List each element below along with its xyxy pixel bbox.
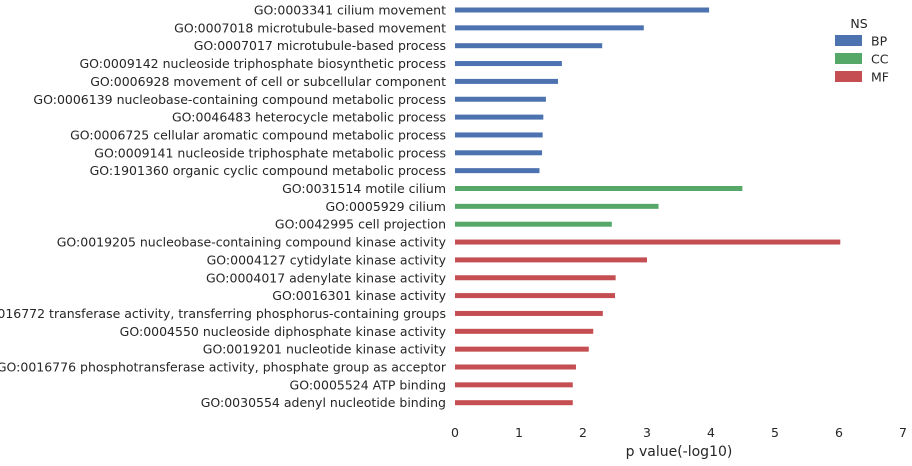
category-label: GO:0007018 microtubule-based movement [174, 20, 446, 35]
bar-cc [455, 186, 743, 191]
x-tick-label: 6 [835, 425, 843, 440]
legend-label-mf: MF [871, 70, 889, 85]
bar-bp [455, 78, 559, 84]
x-tick-label: 0 [451, 425, 459, 440]
bar-bp [455, 61, 562, 67]
category-label: GO:0007017 microtubule-based process [194, 38, 446, 53]
legend-swatch-mf [835, 71, 862, 82]
category-label: GO:0009142 nucleoside triphosphate biosy… [79, 56, 446, 71]
bar-cc [455, 203, 659, 209]
category-label: GO:0004550 nucleoside diphosphate kinase… [120, 324, 447, 339]
category-label: GO:0006725 cellular aromatic compound me… [70, 127, 446, 142]
x-tick-label: 7 [899, 425, 907, 440]
category-label: GO:0003341 cilium movement [254, 3, 446, 18]
x-tick-label: 2 [579, 425, 587, 440]
x-tick-label: 5 [771, 425, 779, 440]
bar-bp [455, 96, 546, 102]
bar-cc [455, 221, 612, 227]
x-tick-label: 1 [515, 425, 523, 440]
bar-bp [455, 168, 540, 174]
x-tick-label: 3 [643, 425, 651, 440]
category-label: GO:0016772 transferase activity, transfe… [0, 306, 446, 321]
bar-mf [455, 310, 603, 316]
bar-mf [455, 257, 647, 263]
category-label: GO:0019201 nucleotide kinase activity [203, 342, 447, 357]
bar-mf [455, 346, 589, 352]
x-axis: 0 1 2 3 4 5 6 7 [451, 425, 907, 440]
category-label: GO:0004127 cytidylate kinase activity [207, 252, 447, 267]
category-label: GO:0005524 ATP binding [290, 377, 446, 392]
legend-swatch-bp [835, 35, 862, 46]
bar-mf [455, 400, 573, 406]
legend-swatch-cc [835, 53, 862, 64]
bar-mf [455, 364, 576, 370]
category-label: GO:0030554 adenyl nucleotide binding [201, 395, 446, 410]
bar-bp [455, 150, 543, 156]
legend-title: NS [850, 16, 867, 31]
category-label: GO:0004017 adenylate kinase activity [206, 270, 447, 285]
category-label: GO:0016301 kinase activity [272, 288, 446, 303]
bar-mf [455, 275, 616, 281]
category-label: GO:0031514 motile cilium [282, 181, 446, 196]
x-axis-title: p value(-log10) [626, 444, 733, 460]
bar-mf [455, 328, 594, 334]
category-label: GO:1901360 organic cyclic compound metab… [90, 163, 446, 178]
bar-mf [455, 382, 573, 388]
category-label: GO:0019205 nucleobase-containing compoun… [57, 235, 447, 250]
bar-bp [455, 43, 603, 49]
category-label: GO:0006139 nucleobase-containing compoun… [33, 92, 446, 107]
bar-mf [455, 239, 841, 245]
bar-bp [455, 25, 644, 31]
bar-mf [455, 293, 615, 299]
category-label: GO:0006928 movement of cell or subcellul… [90, 74, 446, 89]
legend: NS BP CC MF [835, 16, 889, 85]
bars-layer [455, 7, 841, 406]
bar-bp [455, 114, 544, 120]
category-label: GO:0042995 cell projection [275, 217, 446, 232]
bar-bp [455, 132, 543, 138]
category-label: GO:0046483 heterocycle metabolic process [172, 110, 446, 125]
bar-bp [455, 7, 710, 13]
legend-label-cc: CC [871, 52, 889, 67]
legend-label-bp: BP [871, 34, 888, 49]
category-label: GO:0005929 cilium [325, 199, 446, 214]
x-tick-label: 4 [707, 425, 715, 440]
category-label: GO:0009141 nucleoside triphosphate metab… [94, 145, 446, 160]
category-label: GO:0016776 phosphotransferase activity, … [0, 360, 447, 375]
category-labels: GO:0003341 cilium movement GO:0007018 mic… [0, 3, 447, 411]
